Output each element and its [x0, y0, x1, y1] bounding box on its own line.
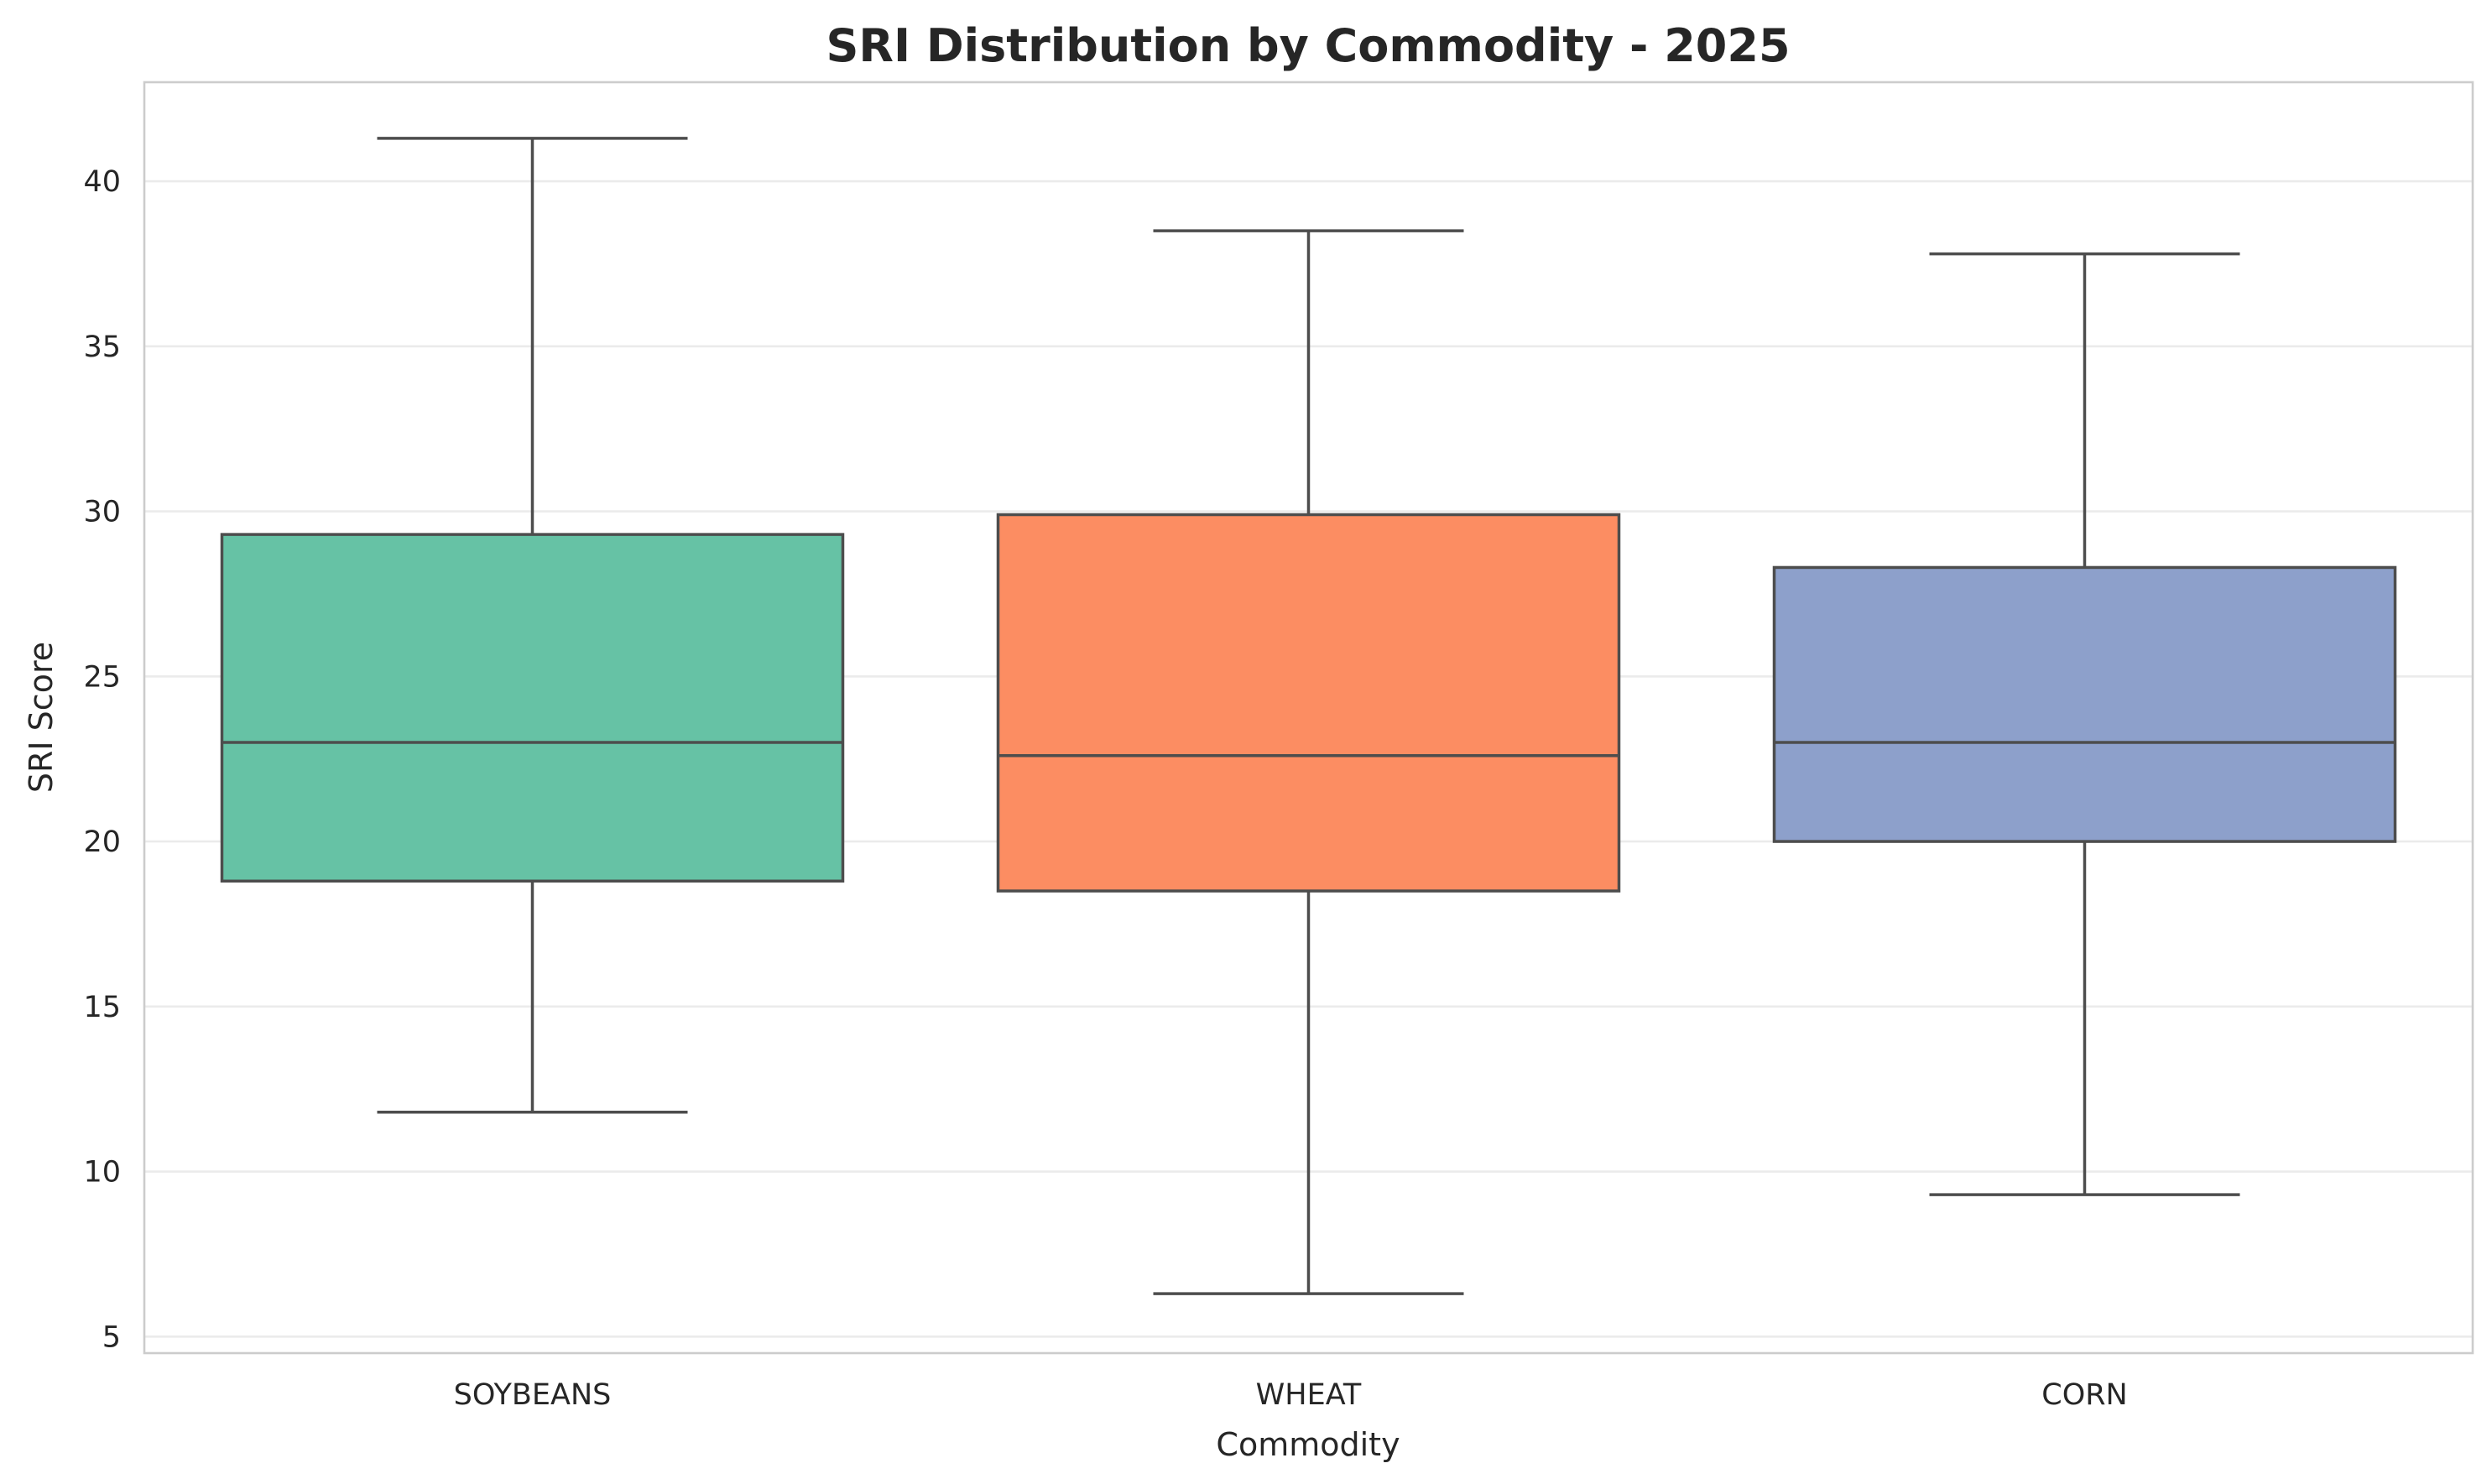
plot-frame: [143, 81, 2474, 1355]
x-tick-label: SOYBEANS: [454, 1378, 612, 1412]
box-wheat: [996, 229, 1621, 1295]
box-plots: [220, 137, 2397, 1295]
y-tick-label: 20: [83, 825, 121, 859]
x-axis-ticks: SOYBEANS WHEAT CORN: [454, 1378, 2128, 1412]
y-tick-label: 15: [83, 991, 121, 1024]
y-tick-label: 30: [83, 496, 121, 529]
y-tick-label: 40: [83, 165, 121, 199]
iqr-box: [996, 513, 1621, 893]
x-tick-label: CORN: [2041, 1378, 2128, 1412]
y-axis-label: SRI Score: [23, 642, 60, 793]
y-axis-ticks: 5 10 15 20 25 30 35 40: [83, 165, 121, 1354]
y-tick-label: 10: [83, 1156, 121, 1190]
y-tick-label: 35: [83, 331, 121, 364]
x-axis-label: Commodity: [1216, 1426, 1400, 1463]
iqr-box: [220, 533, 845, 883]
box-soybeans: [220, 137, 845, 1114]
y-tick-label: 5: [102, 1320, 121, 1354]
y-tick-label: 25: [83, 660, 121, 694]
box-corn: [1772, 252, 2397, 1196]
chart-title: SRI Distribution by Commodity - 2025: [826, 19, 1790, 72]
iqr-box: [1772, 565, 2397, 843]
x-tick-label: WHEAT: [1256, 1378, 1362, 1412]
